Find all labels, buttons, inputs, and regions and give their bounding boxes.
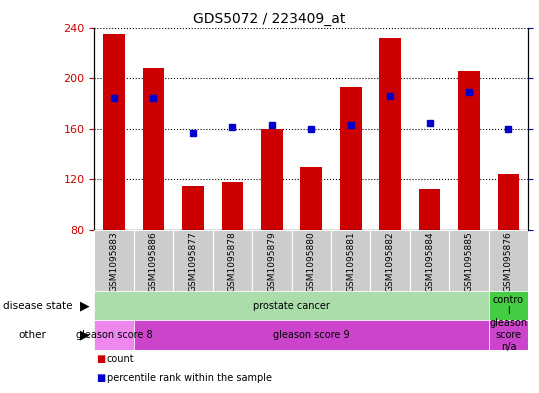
Text: ■: ■ <box>96 373 105 382</box>
Text: GSM1095877: GSM1095877 <box>189 232 197 292</box>
Bar <box>458 70 480 230</box>
Bar <box>379 38 401 230</box>
Bar <box>340 87 362 230</box>
Bar <box>497 174 520 230</box>
Bar <box>261 129 282 230</box>
Text: ▶: ▶ <box>80 299 90 312</box>
Text: other: other <box>19 330 47 340</box>
Text: count: count <box>107 354 134 364</box>
Text: gleason score 9: gleason score 9 <box>273 330 350 340</box>
FancyBboxPatch shape <box>213 230 252 291</box>
FancyBboxPatch shape <box>94 291 489 320</box>
FancyBboxPatch shape <box>173 230 213 291</box>
Text: ■: ■ <box>96 354 105 364</box>
Text: GSM1095886: GSM1095886 <box>149 232 158 292</box>
Bar <box>182 185 204 230</box>
Text: GSM1095880: GSM1095880 <box>307 232 316 292</box>
Text: prostate cancer: prostate cancer <box>253 301 330 310</box>
Text: contro
l: contro l <box>493 295 524 316</box>
Text: GSM1095884: GSM1095884 <box>425 232 434 292</box>
Text: GSM1095881: GSM1095881 <box>346 232 355 292</box>
Text: GDS5072 / 223409_at: GDS5072 / 223409_at <box>194 12 345 26</box>
Text: ▶: ▶ <box>80 329 90 342</box>
Bar <box>300 167 322 230</box>
FancyBboxPatch shape <box>370 230 410 291</box>
Text: gleason score 8: gleason score 8 <box>76 330 153 340</box>
Bar <box>419 189 440 230</box>
FancyBboxPatch shape <box>252 230 292 291</box>
FancyBboxPatch shape <box>94 320 134 350</box>
FancyBboxPatch shape <box>331 230 370 291</box>
FancyBboxPatch shape <box>450 230 489 291</box>
FancyBboxPatch shape <box>292 230 331 291</box>
FancyBboxPatch shape <box>410 230 450 291</box>
Text: GSM1095883: GSM1095883 <box>109 232 119 292</box>
FancyBboxPatch shape <box>94 230 134 291</box>
Text: GSM1095876: GSM1095876 <box>504 232 513 292</box>
Text: GSM1095878: GSM1095878 <box>228 232 237 292</box>
Text: GSM1095885: GSM1095885 <box>465 232 474 292</box>
FancyBboxPatch shape <box>489 320 528 350</box>
FancyBboxPatch shape <box>489 291 528 320</box>
Text: GSM1095882: GSM1095882 <box>386 232 395 292</box>
Bar <box>143 68 164 230</box>
Bar <box>222 182 243 230</box>
Text: GSM1095879: GSM1095879 <box>267 232 277 292</box>
Text: disease state: disease state <box>3 301 72 310</box>
Bar <box>103 34 125 230</box>
FancyBboxPatch shape <box>489 230 528 291</box>
FancyBboxPatch shape <box>134 230 173 291</box>
Text: gleason
score
n/a: gleason score n/a <box>489 318 528 352</box>
Text: percentile rank within the sample: percentile rank within the sample <box>107 373 272 382</box>
FancyBboxPatch shape <box>134 320 489 350</box>
